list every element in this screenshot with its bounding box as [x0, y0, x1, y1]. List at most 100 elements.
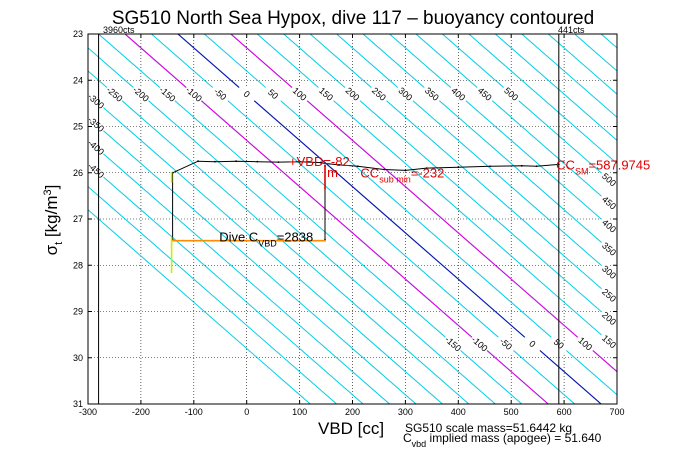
annotation-main: CC: [360, 166, 379, 181]
series-point: [219, 239, 222, 242]
contour-label-bg: [598, 308, 620, 329]
corner-label-left: 3960cts: [103, 25, 135, 35]
contour-label-bg: [85, 160, 107, 181]
series-point: [425, 167, 428, 170]
contour-label-bg: [368, 83, 390, 105]
contour-label-bg: [421, 83, 443, 105]
annotation: CCSM=587.9745: [556, 157, 650, 176]
contour-label-bg: [468, 333, 491, 355]
contour-label-bg: [500, 83, 523, 105]
annotation-value: =587.9745: [588, 157, 650, 172]
contour-label-bg: [598, 215, 620, 237]
series-point: [170, 181, 173, 183]
x-tick-label: 200: [345, 407, 360, 417]
contour-label-bg: [598, 169, 620, 191]
contour-label-bg: [209, 83, 232, 105]
series-point: [319, 161, 322, 164]
y-tick-label: 27: [73, 214, 83, 224]
series-point: [197, 160, 199, 163]
y-label-sup: 3: [42, 189, 54, 195]
footer-line-2-tail: implied mass (apogee) = 51.640: [426, 431, 601, 445]
contour-label-bg: [442, 333, 464, 355]
series-point: [535, 165, 538, 168]
y-axis-label: σt [kg/m3]: [42, 185, 65, 256]
series-point: [256, 160, 259, 163]
y-tick-label: 24: [73, 75, 83, 85]
contour-label-bg: [473, 83, 496, 105]
contour-label-bg: [598, 238, 620, 260]
series-point: [557, 163, 560, 166]
y-tick-label: 23: [73, 29, 83, 39]
contour-label-bg: [598, 261, 620, 283]
contour-label-bg: [103, 83, 126, 105]
series-point: [383, 168, 386, 171]
x-tick-label: -100: [185, 407, 203, 417]
annotation-main: +VBD: [289, 154, 323, 169]
y-label-rest: [kg/m: [42, 196, 61, 242]
x-axis-label: VBD [cc]: [318, 419, 384, 438]
annotation-sub: VBD: [258, 239, 277, 249]
y-axis-ticks: 23 24 25 26 27 28 29 30 31: [73, 29, 617, 409]
contour-label-bg: [598, 192, 620, 214]
buoyancy-contour: [88, 185, 337, 404]
series-point: [324, 162, 326, 165]
series-point: [404, 169, 407, 172]
x-tick-label: -200: [132, 407, 150, 417]
annotation: CCsub min=-232: [360, 166, 444, 185]
annotation: Dive CVBD=2838: [219, 230, 313, 249]
annotation-main: m: [327, 165, 338, 180]
vertical-lines: [98, 34, 560, 404]
chart-title: SG510 North Sea Hypox, dive 117 – buoyan…: [112, 8, 594, 29]
buoyancy-contour: [88, 139, 390, 404]
data-series: [170, 160, 560, 274]
footer-line-2: Cvbd implied mass (apogee) = 51.640: [403, 431, 602, 449]
contour-label-bg: [235, 83, 258, 105]
contour-label-bg: [598, 284, 620, 306]
annotation-sub: sub min: [379, 175, 411, 185]
y-tick-label: 26: [73, 168, 83, 178]
y-tick-label: 29: [73, 307, 83, 317]
series-point: [235, 160, 238, 163]
y-tick-label: 25: [73, 122, 83, 132]
x-tick-label: 700: [609, 407, 624, 417]
contour-label-bg: [85, 136, 107, 158]
footer-line-2-sub: vbd: [412, 439, 427, 449]
footer-line-2-main: C: [403, 431, 412, 445]
series-point: [214, 160, 216, 163]
x-tick-label: 400: [451, 407, 466, 417]
contour-label-bg: [598, 331, 620, 352]
series-point: [356, 165, 359, 168]
series-point: [338, 163, 341, 166]
series-point: [272, 239, 275, 242]
buoyancy-contour: [495, 34, 617, 142]
contour-label-bg: [521, 333, 544, 355]
contour-label-bg: [495, 333, 517, 355]
buoyancy-contour: [88, 162, 364, 404]
contour-label-bg: [85, 90, 107, 112]
contour-label-bg: [85, 113, 107, 135]
x-tick-label: 500: [504, 407, 519, 417]
buoyancy-contour: [88, 116, 417, 404]
annotation-sub: SM: [575, 166, 589, 176]
contour-label-bg: [262, 83, 284, 105]
y-label-end: ]: [42, 185, 61, 190]
annotation-value: =2838: [277, 230, 314, 245]
contour-label-bg: [447, 83, 470, 105]
y-label-sub: t: [53, 242, 65, 245]
series-point: [324, 188, 326, 190]
series-point: [298, 239, 301, 242]
annotation-main: Dive C: [219, 230, 258, 245]
corner-label-right: 441cts: [558, 25, 585, 35]
contour-label-bg: [182, 83, 205, 105]
annotation: +VBD=-82: [289, 154, 350, 169]
annotation-value: =-82: [323, 154, 349, 169]
contour-label-bg: [341, 83, 364, 105]
annotation-value: =-232: [411, 166, 445, 181]
contour-label: 0: [527, 338, 537, 349]
contour-label-bg: [130, 83, 152, 105]
series-point: [520, 164, 523, 167]
contour-label-bg: [574, 333, 597, 355]
series-point: [170, 236, 173, 239]
contour-label-bg: [288, 83, 311, 105]
